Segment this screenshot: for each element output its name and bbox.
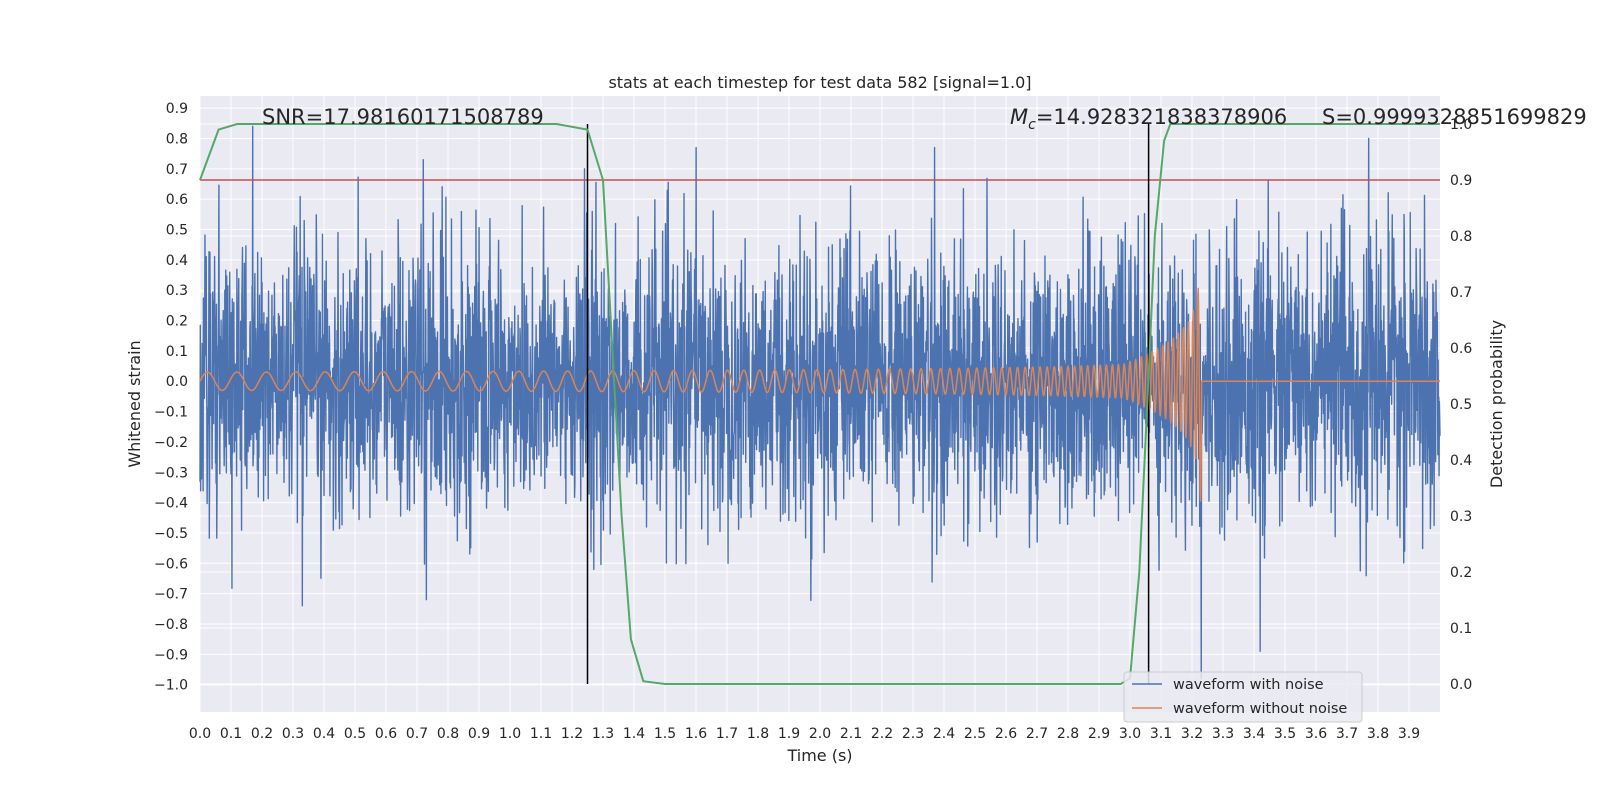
x-tick-label-9: 0.9	[468, 726, 490, 742]
y-tick-label-8: 0.1	[166, 344, 188, 360]
x-tick-label-3: 0.3	[282, 726, 304, 742]
snr-annotation: SNR=17.98160171508789	[262, 105, 544, 129]
x-tick-label-14: 1.4	[623, 726, 645, 742]
y2-tick-label-0: 1.0	[1450, 117, 1472, 133]
x-tick-label-11: 1.1	[530, 726, 552, 742]
y-tick-label-18: −0.9	[154, 647, 188, 663]
x-tick-label-6: 0.6	[375, 726, 397, 742]
x-tick-label-12: 1.2	[561, 726, 583, 742]
x-tick-label-7: 0.7	[406, 726, 428, 742]
y-tick-label-10: −0.1	[154, 405, 188, 421]
x-tick-label-33: 3.3	[1212, 726, 1234, 742]
x-tick-label-29: 2.9	[1088, 726, 1110, 742]
y-tick-label-4: 0.5	[166, 223, 188, 239]
x-axis-label: Time (s)	[786, 746, 852, 765]
y-tick-label-14: −0.5	[154, 526, 188, 542]
mc-symbol: M	[1010, 105, 1028, 129]
x-tick-label-15: 1.5	[654, 726, 676, 742]
x-tick-label-30: 3.0	[1119, 726, 1141, 742]
y-tick-label-15: −0.6	[154, 556, 188, 572]
x-tick-label-28: 2.8	[1057, 726, 1079, 742]
y2-tick-label-6: 0.4	[1450, 453, 1472, 469]
x-tick-label-22: 2.2	[871, 726, 893, 742]
y2-tick-label-3: 0.7	[1450, 285, 1472, 301]
x-tick-label-19: 1.9	[778, 726, 800, 742]
x-tick-label-25: 2.5	[964, 726, 986, 742]
y-tick-label-11: −0.2	[154, 435, 188, 451]
mc-annotation: Mc=14.928321838378906	[1010, 105, 1287, 133]
y2-tick-label-5: 0.5	[1450, 397, 1472, 413]
x-tick-label-10: 1.0	[499, 726, 521, 742]
x-tick-label-26: 2.6	[995, 726, 1017, 742]
y-tick-label-3: 0.6	[166, 192, 188, 208]
legend: waveform with noise waveform without noi…	[1123, 671, 1363, 723]
x-tick-label-24: 2.4	[933, 726, 955, 742]
x-tick-label-5: 0.5	[344, 726, 366, 742]
tick-labels: 0.0 0.1 0.2 0.3 0.4 0.5 0.6 0.7 0.8 0.9 1.0 1.1 1.2 1…	[154, 101, 1472, 742]
x-tick-label-34: 3.4	[1243, 726, 1265, 742]
legend-entry-waveform-without-noise: waveform without noise	[1173, 701, 1347, 717]
x-tick-label-32: 3.2	[1181, 726, 1203, 742]
y-tick-label-12: −0.3	[154, 465, 188, 481]
mc-value: =14.928321838378906	[1036, 105, 1287, 129]
x-tick-label-21: 2.1	[840, 726, 862, 742]
y2-tick-label-8: 0.2	[1450, 565, 1472, 581]
x-tick-label-0: 0.0	[189, 726, 211, 742]
x-tick-label-38: 3.8	[1367, 726, 1389, 742]
series-line-waveform-with-noise	[199, 125, 1441, 680]
y-tick-label-9: 0.0	[166, 374, 188, 390]
x-tick-label-31: 3.1	[1150, 726, 1172, 742]
y-tick-label-13: −0.4	[154, 496, 188, 512]
vertical-markers	[586, 124, 1150, 684]
x-tick-label-39: 3.9	[1398, 726, 1420, 742]
x-tick-label-36: 3.6	[1305, 726, 1327, 742]
legend-box	[1123, 671, 1363, 723]
y-tick-label-5: 0.4	[166, 253, 188, 269]
x-tick-label-17: 1.7	[716, 726, 738, 742]
y-axis-label: Whitened strain	[125, 340, 144, 467]
series-line-waveform-without-noise	[199, 287, 1441, 502]
y-tick-label-16: −0.7	[154, 587, 188, 603]
y-tick-label-0: 0.9	[166, 101, 188, 117]
y-tick-label-19: −1.0	[154, 678, 188, 694]
x-tick-label-23: 2.3	[902, 726, 924, 742]
x-tick-label-1: 0.1	[220, 726, 242, 742]
y2-tick-label-7: 0.3	[1450, 509, 1472, 525]
mc-subscript: c	[1028, 117, 1036, 133]
x-tick-label-8: 0.8	[437, 726, 459, 742]
y2-tick-label-1: 0.9	[1450, 173, 1472, 189]
x-tick-label-35: 3.5	[1274, 726, 1296, 742]
s-annotation: S=0.9999328851699829	[1322, 105, 1587, 129]
y-tick-label-6: 0.3	[166, 283, 188, 299]
series-line-detection-probability	[199, 123, 1440, 685]
y-tick-label-7: 0.2	[166, 314, 188, 330]
y2-tick-label-4: 0.6	[1450, 341, 1472, 357]
legend-entry-waveform-with-noise: waveform with noise	[1173, 677, 1324, 693]
y2-tick-label-10: 0.0	[1450, 677, 1472, 693]
y2-axis-label: Detection probability	[1487, 320, 1506, 488]
y2-tick-label-9: 0.1	[1450, 621, 1472, 637]
x-tick-label-27: 2.7	[1026, 726, 1048, 742]
y-tick-label-2: 0.7	[166, 162, 188, 178]
x-tick-label-18: 1.8	[747, 726, 769, 742]
x-tick-label-13: 1.3	[592, 726, 614, 742]
x-tick-label-2: 0.2	[251, 726, 273, 742]
x-tick-label-37: 3.7	[1336, 726, 1358, 742]
series-layer	[199, 123, 1441, 685]
y2-tick-label-2: 0.8	[1450, 229, 1472, 245]
chart-title: stats at each timestep for test data 582…	[608, 73, 1031, 92]
x-tick-label-16: 1.6	[685, 726, 707, 742]
y-tick-label-17: −0.8	[154, 617, 188, 633]
y-tick-label-1: 0.8	[166, 131, 188, 147]
x-tick-label-20: 2.0	[809, 726, 831, 742]
x-tick-label-4: 0.4	[313, 726, 335, 742]
